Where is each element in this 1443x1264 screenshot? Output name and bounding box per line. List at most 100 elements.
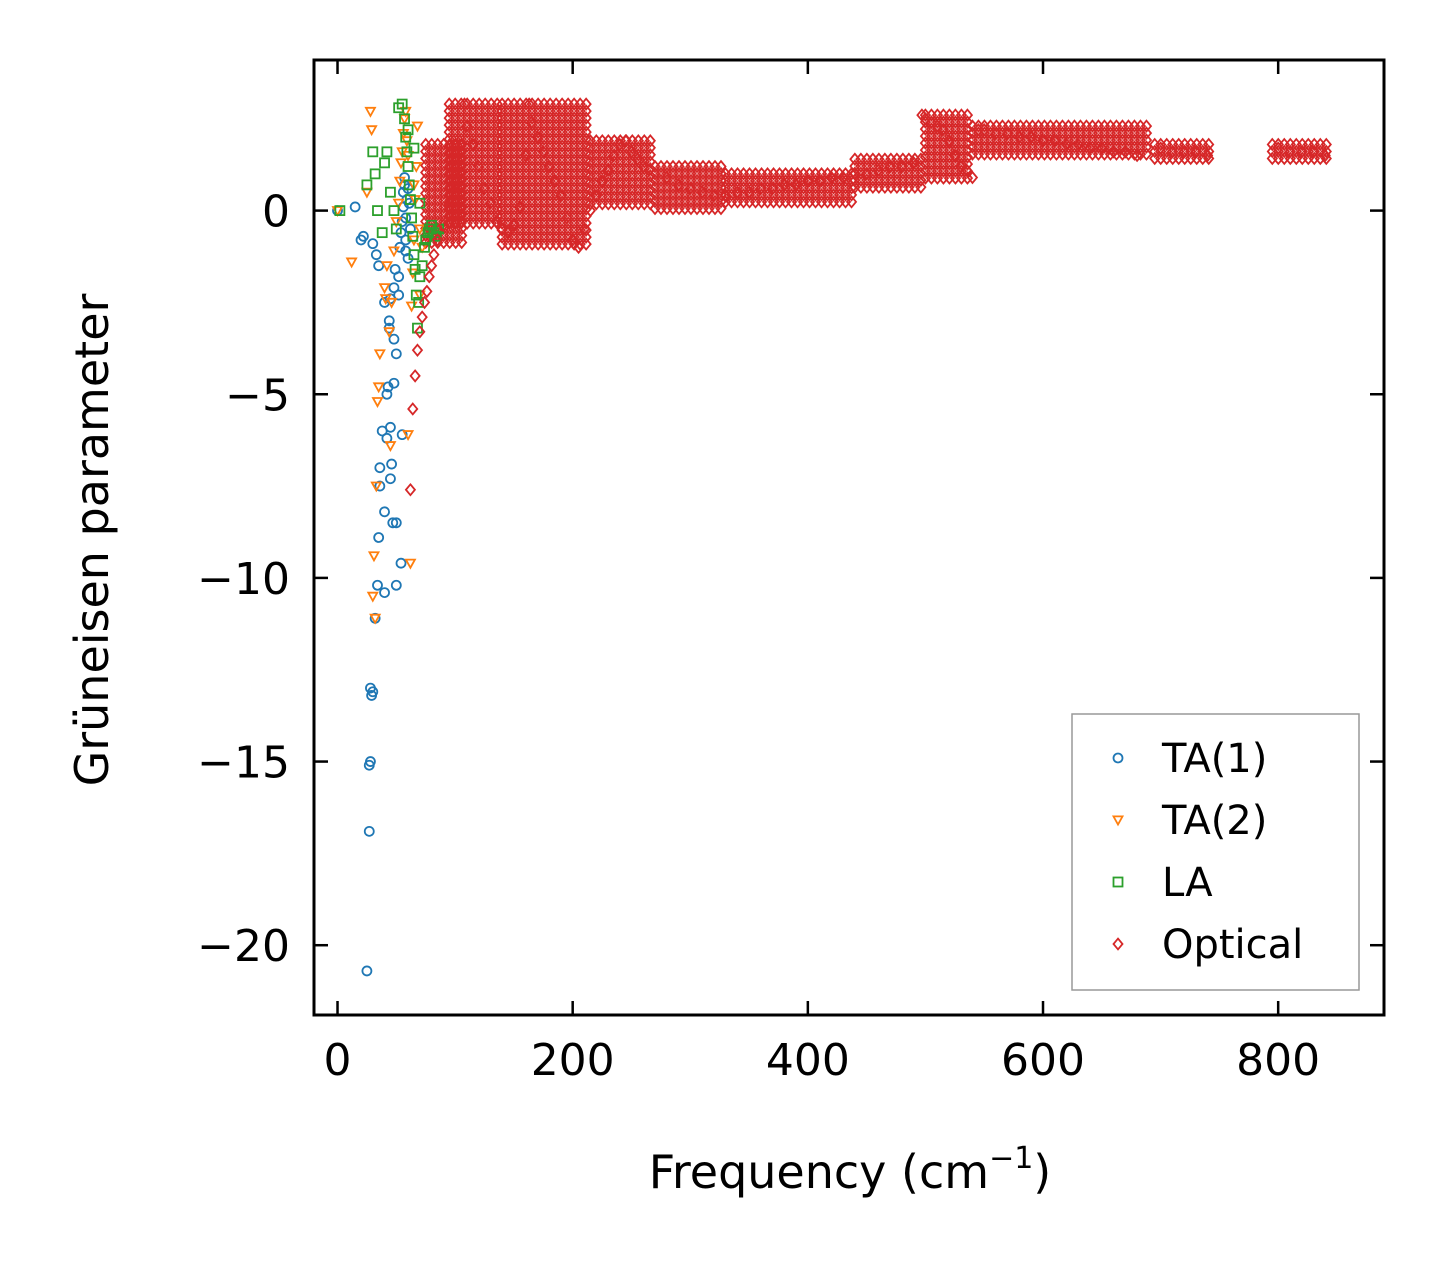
data-point: [388, 205, 400, 216]
data-point: [361, 179, 373, 191]
data-point: [537, 145, 549, 159]
data-point: [849, 167, 861, 181]
data-point: [413, 297, 425, 308]
data-point: [1319, 148, 1331, 163]
y-tick-label: −10: [197, 554, 290, 605]
data-point: [572, 240, 585, 255]
data-point: [369, 613, 382, 625]
data-point: [437, 218, 450, 233]
data-point: [1096, 141, 1108, 155]
data-point: [408, 249, 420, 261]
optical-point: [961, 136, 974, 150]
optical-point: [961, 115, 974, 129]
optical-point: [580, 237, 592, 251]
y-tick-label: 0: [262, 187, 290, 238]
data-point: [416, 310, 428, 324]
data-point: [402, 430, 415, 442]
data-point: [367, 146, 379, 158]
optical-point: [715, 159, 727, 174]
data-point: [955, 159, 967, 174]
data-point: [672, 178, 685, 192]
data-point: [395, 557, 407, 569]
data-point: [411, 121, 424, 133]
data-point: [396, 98, 408, 110]
data-point: [381, 388, 393, 400]
data-point: [619, 134, 632, 148]
series-TA(2): [331, 106, 429, 625]
optical-point: [961, 143, 974, 157]
data-point: [379, 587, 390, 598]
data-point: [385, 421, 396, 433]
data-point: [407, 402, 419, 416]
data-point: [376, 227, 388, 239]
data-point: [755, 181, 767, 196]
data-point: [978, 122, 990, 137]
data-point: [1013, 130, 1026, 144]
data-point: [390, 217, 403, 228]
data-point: [372, 382, 385, 394]
data-point: [696, 185, 708, 200]
data-point: [937, 122, 949, 137]
data-point: [631, 152, 644, 166]
data-point: [1025, 130, 1037, 144]
data-point: [410, 289, 422, 301]
x-tick-label: 400: [766, 1035, 850, 1086]
data-point: [367, 238, 379, 250]
data-point: [371, 397, 384, 408]
data-point: [393, 271, 405, 283]
data-point: [404, 482, 417, 497]
optical-point: [1140, 140, 1153, 154]
optical-point: [961, 157, 974, 171]
data-point: [349, 201, 361, 213]
data-point: [490, 214, 502, 229]
optical-point: [915, 173, 927, 187]
data-point: [949, 148, 961, 163]
x-tick-label: 0: [324, 1035, 352, 1086]
data-point: [366, 591, 379, 603]
optical-dense-bands: [420, 97, 1332, 251]
data-point: [369, 168, 381, 180]
data-point: [1178, 145, 1190, 159]
data-point: [345, 257, 358, 269]
legend-marker: [1112, 876, 1124, 888]
data-point: [637, 159, 649, 174]
legend-marker: [1112, 752, 1124, 764]
data-point: [405, 223, 416, 235]
optical-point: [580, 125, 592, 139]
data-point: [802, 174, 814, 189]
optical-point: [1320, 144, 1332, 159]
data-point: [390, 517, 402, 529]
data-point: [406, 212, 417, 224]
data-point: [379, 506, 390, 518]
data-point: [373, 260, 385, 272]
data-point: [990, 126, 1002, 141]
data-point: [1107, 145, 1120, 159]
data-point: [523, 97, 535, 111]
data-point: [364, 106, 377, 118]
data-point: [502, 225, 514, 240]
data-point: [1190, 145, 1202, 159]
data-point: [1119, 145, 1131, 159]
series-TA(1): [332, 172, 416, 977]
data-point: [428, 247, 440, 262]
optical-point: [961, 108, 974, 122]
data-point: [1037, 134, 1049, 148]
data-point: [1084, 141, 1096, 155]
data-point: [684, 181, 696, 196]
data-point: [549, 174, 561, 189]
data-point: [370, 481, 383, 493]
data-point: [567, 233, 579, 247]
data-point: [461, 119, 473, 133]
data-point: [478, 181, 491, 196]
data-point: [514, 200, 526, 214]
y-tick-label: −15: [197, 738, 290, 789]
data-point: [1272, 141, 1284, 155]
series-Optical: [404, 97, 1331, 497]
data-point: [872, 163, 885, 177]
optical-point: [580, 104, 592, 118]
data-point: [393, 176, 406, 188]
data-point: [1049, 134, 1061, 148]
data-point: [367, 686, 379, 698]
y-tick-label: −5: [225, 370, 290, 421]
data-point: [813, 174, 826, 189]
